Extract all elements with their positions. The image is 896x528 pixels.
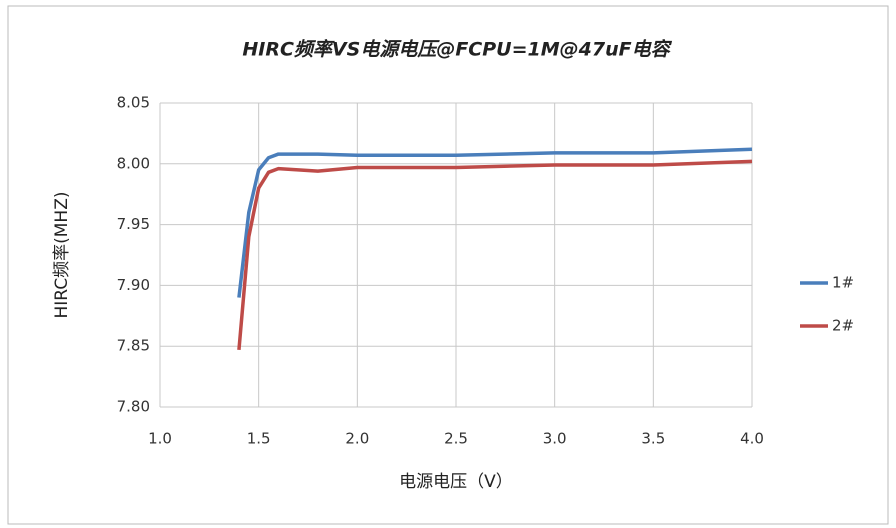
x-tick-label: 1.0 (148, 430, 172, 448)
chart-frame (7, 5, 889, 525)
legend-label: 2# (832, 317, 854, 335)
x-tick-label: 1.5 (247, 430, 271, 448)
y-tick-label: 7.85 (117, 337, 150, 355)
y-tick-label: 8.00 (117, 154, 150, 172)
x-tick-label: 3.5 (641, 430, 665, 448)
y-tick-label: 7.80 (117, 398, 150, 416)
x-axis-title: 电源电压（V） (399, 472, 513, 492)
x-tick-label: 2.5 (444, 430, 468, 448)
y-tick-label: 8.05 (117, 94, 150, 112)
y-axis-title: HIRC频率(MHZ) (52, 192, 72, 319)
y-tick-label: 7.95 (117, 215, 150, 233)
x-tick-label: 4.0 (740, 430, 764, 448)
x-tick-label: 3.0 (543, 430, 567, 448)
legend-label: 1# (832, 274, 854, 292)
chart-title: HIRC频率VS电源电压@FCPU=1M@47uF电容 (242, 39, 672, 61)
series-line (237, 159, 753, 351)
series-line (237, 147, 753, 298)
y-tick-label: 7.90 (117, 276, 150, 294)
x-tick-label: 2.0 (345, 430, 369, 448)
